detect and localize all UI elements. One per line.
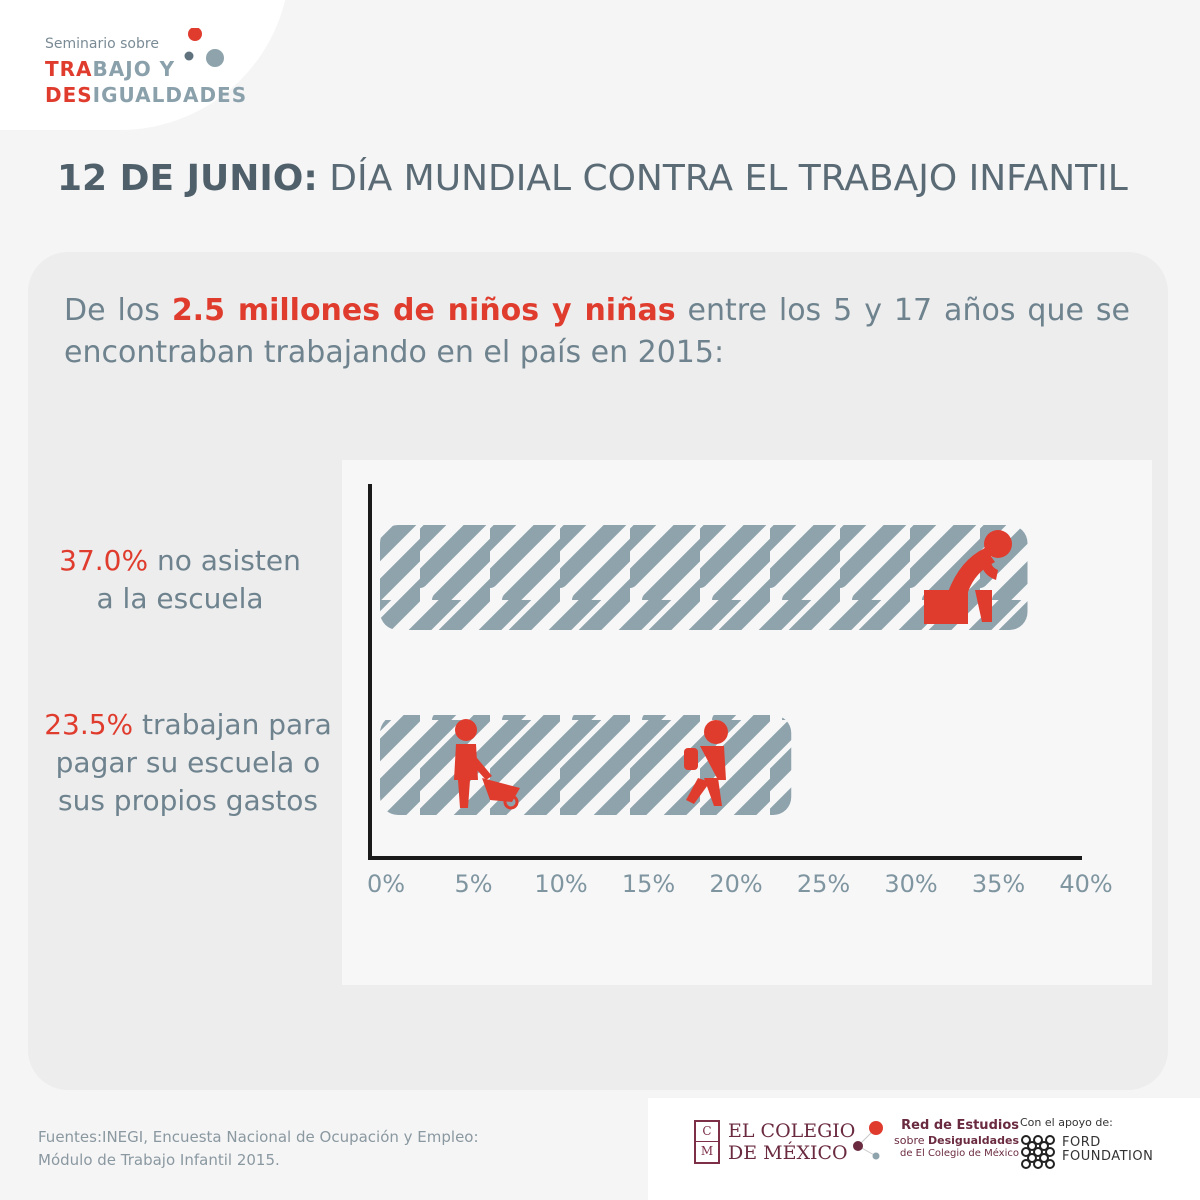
ford-foundation-logo: Con el apoyo de: FORD FOUNDATION xyxy=(1020,1116,1170,1176)
x-tick-label: 30% xyxy=(884,870,937,898)
red-estudios-logo: Red de Estudios sobre Desigualdades de E… xyxy=(846,1116,1019,1172)
x-tick-label: 40% xyxy=(1059,870,1112,898)
x-tick-label: 0% xyxy=(367,870,405,898)
footer-logos-panel xyxy=(648,1098,1200,1200)
row-label-no-asisten: 37.0% no asisten a la escuela xyxy=(59,544,301,615)
x-tick-label: 15% xyxy=(622,870,675,898)
page-title: 12 DE JUNIO: DÍA MUNDIAL CONTRA EL TRABA… xyxy=(57,158,1128,199)
logo-pre: Seminario sobre xyxy=(45,36,159,52)
bar-trabajan xyxy=(380,715,792,815)
x-tick-label: 35% xyxy=(972,870,1025,898)
source-note: Fuentes:INEGI, Encuesta Nacional de Ocup… xyxy=(38,1128,479,1169)
x-tick-label: 20% xyxy=(709,870,762,898)
sitting-child-icon xyxy=(924,530,1012,624)
child-wheelbarrow-icon xyxy=(454,719,520,810)
logo-line-2: DESIGUALDADES xyxy=(45,83,248,107)
row-label-trabajan: 23.5% trabajan para pagar su escuela o s… xyxy=(44,708,332,817)
child-backpack-icon xyxy=(684,720,728,806)
x-tick-label: 10% xyxy=(534,870,587,898)
logo-line-1: TRABAJO Y xyxy=(45,57,176,81)
x-tick-label: 5% xyxy=(454,870,492,898)
bar-no-asisten xyxy=(380,525,1028,630)
ford-pattern-icon xyxy=(1021,1135,1055,1169)
x-tick-label: 25% xyxy=(797,870,850,898)
seminar-logo: Seminario sobre TRABAJO Y DESIGUALDADES xyxy=(45,28,248,108)
intro-text: De los 2.5 millones de niños y niñas ent… xyxy=(64,293,1130,370)
logo-dots-icon xyxy=(184,28,224,67)
network-dots-icon xyxy=(853,1121,883,1160)
